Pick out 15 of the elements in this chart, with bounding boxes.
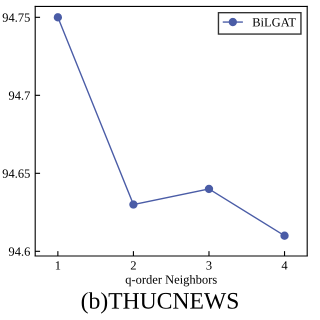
y-tick-label: 94.6 bbox=[8, 247, 30, 256]
point bbox=[54, 13, 62, 22]
text: (b)THUCNEWS bbox=[82, 292, 238, 314]
legend-label: BiLGAT bbox=[252, 18, 296, 27]
y-tick-label: 94.75 bbox=[2, 13, 30, 22]
x-tick-label: 4 bbox=[282, 261, 288, 270]
x-tick-label: 3 bbox=[206, 261, 212, 270]
x-tick-label: 1 bbox=[56, 261, 60, 270]
x-tick-label: 2 bbox=[130, 261, 136, 270]
point bbox=[129, 200, 138, 209]
y-tick-label: 94.65 bbox=[2, 169, 30, 178]
point bbox=[280, 232, 289, 240]
point bbox=[204, 184, 214, 194]
y-tick-label: 94.7 bbox=[8, 91, 30, 100]
x-axis-title: q-order Neighbors bbox=[126, 274, 217, 286]
